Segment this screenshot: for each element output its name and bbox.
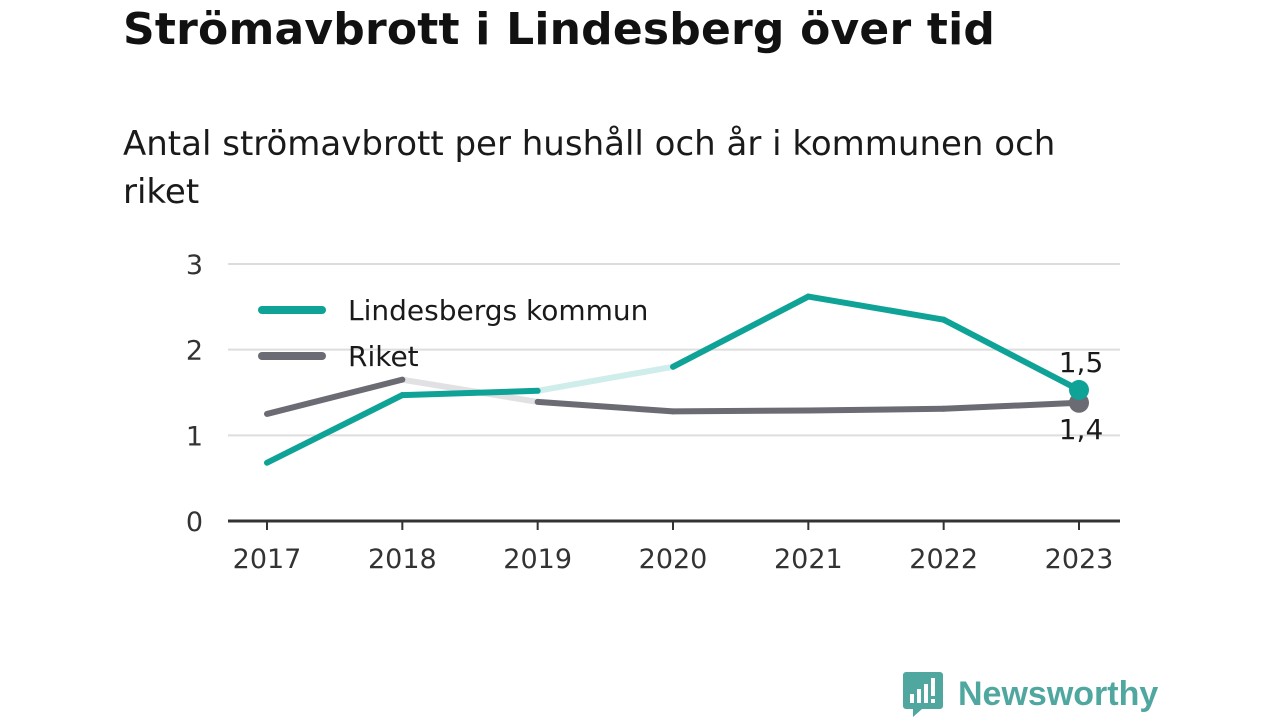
x-tick-label-0: 2017 xyxy=(233,544,302,575)
legend-label-1: Riket xyxy=(348,340,419,373)
series-lines xyxy=(264,293,1089,466)
series-0-end-label: 1,5 xyxy=(1059,346,1104,379)
series-1-end-label: 1,4 xyxy=(1059,413,1104,446)
brand-name: Newsworthy xyxy=(958,674,1159,713)
grid-lines xyxy=(228,263,1120,437)
legend-label-0: Lindesbergs kommun xyxy=(348,294,648,327)
series-1-segment-4 xyxy=(805,405,947,414)
series-0-end-point xyxy=(1069,379,1089,400)
series-0-segment-3 xyxy=(670,293,812,370)
series-0-segment-1 xyxy=(399,387,541,399)
x-tick-label-3: 2020 xyxy=(639,544,708,575)
y-tick-label-1: 1 xyxy=(186,421,203,452)
series-0-segment-5 xyxy=(940,316,1082,393)
x-tick-label-4: 2021 xyxy=(774,544,843,575)
y-tick-label-2: 2 xyxy=(186,336,203,367)
series-1-segment-0 xyxy=(264,376,406,417)
series-1-segment-5 xyxy=(940,399,1082,412)
end-labels: 1,5 1,4 xyxy=(1059,346,1104,446)
x-tick-label-5: 2022 xyxy=(909,544,978,575)
y-tick-label-3: 3 xyxy=(186,250,203,281)
series-0-segment-4 xyxy=(805,293,947,323)
legend: Lindesbergs kommun Riket xyxy=(258,294,648,373)
x-tick-label-2: 2019 xyxy=(503,544,572,575)
y-tick-label-0: 0 xyxy=(186,507,203,538)
line-chart: 0 1 2 3 2017 2018 2019 2020 2021 2022 2023 Lindesb… xyxy=(186,250,1120,575)
x-tick-label-6: 2023 xyxy=(1045,544,1114,575)
axes: 0 1 2 3 2017 2018 2019 2020 2021 2022 2023 xyxy=(186,250,1120,575)
chart-title: Strömavbrott i Lindesberg över tid xyxy=(123,4,996,55)
chart-subtitle: Antal strömavbrott per hushåll och år i … xyxy=(123,124,1056,212)
series-1-segment-3 xyxy=(670,407,812,415)
x-tick-label-1: 2018 xyxy=(368,544,437,575)
series-0-segment-2 xyxy=(534,363,676,394)
newsworthy-logo-icon xyxy=(903,672,943,717)
series-0-segment-0 xyxy=(264,392,406,466)
series-1-segment-2 xyxy=(534,398,676,415)
newsworthy-brand: Newsworthy xyxy=(902,670,1158,718)
